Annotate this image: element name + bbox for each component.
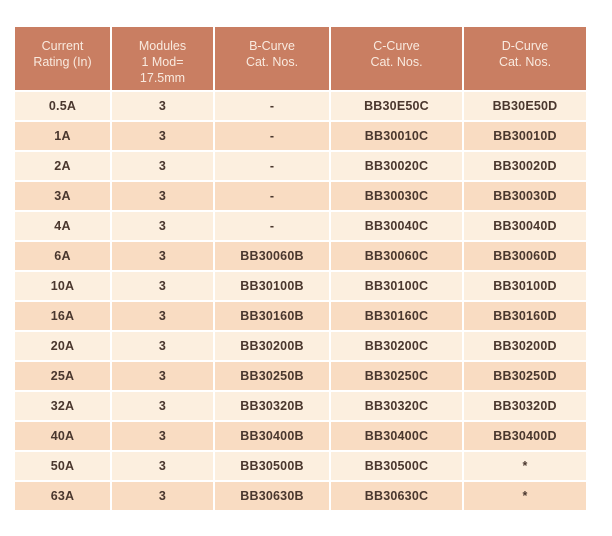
cell-b-curve: BB30200B xyxy=(215,332,329,360)
cell-c-curve: BB30500C xyxy=(331,452,462,480)
cell-current-rating: 4A xyxy=(15,212,110,240)
cell-d-curve: BB30160D xyxy=(464,302,586,330)
cell-modules: 3 xyxy=(112,302,213,330)
cell-current-rating: 1A xyxy=(15,122,110,150)
cell-current-rating: 2A xyxy=(15,152,110,180)
cell-d-curve: * xyxy=(464,482,586,510)
cell-b-curve: BB30160B xyxy=(215,302,329,330)
cell-d-curve: BB30250D xyxy=(464,362,586,390)
cell-current-rating: 20A xyxy=(15,332,110,360)
cell-d-curve: BB30E50D xyxy=(464,92,586,120)
cell-c-curve: BB30030C xyxy=(331,182,462,210)
cell-b-curve: BB30400B xyxy=(215,422,329,450)
cell-b-curve: - xyxy=(215,152,329,180)
cell-d-curve: BB30040D xyxy=(464,212,586,240)
cell-c-curve: BB30010C xyxy=(331,122,462,150)
cell-current-rating: 32A xyxy=(15,392,110,420)
cell-current-rating: 3A xyxy=(15,182,110,210)
cell-b-curve: BB30320B xyxy=(215,392,329,420)
header-b-curve: B-Curve Cat. Nos. xyxy=(215,27,329,90)
cell-c-curve: BB30320C xyxy=(331,392,462,420)
table-row: 16A 3 BB30160B BB30160C BB30160D xyxy=(15,302,586,330)
cell-d-curve: * xyxy=(464,452,586,480)
cell-c-curve: BB30E50C xyxy=(331,92,462,120)
cell-modules: 3 xyxy=(112,482,213,510)
cell-current-rating: 50A xyxy=(15,452,110,480)
cell-d-curve: BB30020D xyxy=(464,152,586,180)
cell-modules: 3 xyxy=(112,152,213,180)
cell-d-curve: BB30030D xyxy=(464,182,586,210)
header-d-curve: D-Curve Cat. Nos. xyxy=(464,27,586,90)
table-row: 63A 3 BB30630B BB30630C * xyxy=(15,482,586,510)
cell-d-curve: BB30010D xyxy=(464,122,586,150)
table-row: 1A 3 - BB30010C BB30010D xyxy=(15,122,586,150)
cell-modules: 3 xyxy=(112,272,213,300)
cell-modules: 3 xyxy=(112,332,213,360)
cell-d-curve: BB30320D xyxy=(464,392,586,420)
cell-c-curve: BB30020C xyxy=(331,152,462,180)
cell-c-curve: BB30160C xyxy=(331,302,462,330)
table-row: 6A 3 BB30060B BB30060C BB30060D xyxy=(15,242,586,270)
table-row: 4A 3 - BB30040C BB30040D xyxy=(15,212,586,240)
cell-modules: 3 xyxy=(112,92,213,120)
header-row: Current Rating (In) Modules 1 Mod= 17.5m… xyxy=(15,27,586,90)
cell-modules: 3 xyxy=(112,452,213,480)
cell-b-curve: - xyxy=(215,182,329,210)
cell-c-curve: BB30060C xyxy=(331,242,462,270)
cell-b-curve: - xyxy=(215,92,329,120)
cell-modules: 3 xyxy=(112,182,213,210)
cell-d-curve: BB30200D xyxy=(464,332,586,360)
cell-current-rating: 16A xyxy=(15,302,110,330)
cell-d-curve: BB30100D xyxy=(464,272,586,300)
table-row: 10A 3 BB30100B BB30100C BB30100D xyxy=(15,272,586,300)
cell-modules: 3 xyxy=(112,122,213,150)
cell-c-curve: BB30100C xyxy=(331,272,462,300)
cell-modules: 3 xyxy=(112,212,213,240)
table-row: 40A 3 BB30400B BB30400C BB30400D xyxy=(15,422,586,450)
table-row: 50A 3 BB30500B BB30500C * xyxy=(15,452,586,480)
cell-modules: 3 xyxy=(112,392,213,420)
table-row: 20A 3 BB30200B BB30200C BB30200D xyxy=(15,332,586,360)
table-row: 3A 3 - BB30030C BB30030D xyxy=(15,182,586,210)
table-row: 32A 3 BB30320B BB30320C BB30320D xyxy=(15,392,586,420)
cell-d-curve: BB30400D xyxy=(464,422,586,450)
cell-b-curve: - xyxy=(215,212,329,240)
cell-current-rating: 10A xyxy=(15,272,110,300)
cell-c-curve: BB30630C xyxy=(331,482,462,510)
catalog-table-container: Current Rating (In) Modules 1 Mod= 17.5m… xyxy=(13,25,588,512)
cell-c-curve: BB30200C xyxy=(331,332,462,360)
cell-current-rating: 40A xyxy=(15,422,110,450)
mcb-catalog-table: Current Rating (In) Modules 1 Mod= 17.5m… xyxy=(13,25,588,512)
cell-b-curve: BB30500B xyxy=(215,452,329,480)
cell-c-curve: BB30400C xyxy=(331,422,462,450)
cell-b-curve: BB30630B xyxy=(215,482,329,510)
cell-modules: 3 xyxy=(112,242,213,270)
cell-current-rating: 6A xyxy=(15,242,110,270)
cell-c-curve: BB30250C xyxy=(331,362,462,390)
header-modules: Modules 1 Mod= 17.5mm xyxy=(112,27,213,90)
cell-modules: 3 xyxy=(112,422,213,450)
cell-c-curve: BB30040C xyxy=(331,212,462,240)
cell-d-curve: BB30060D xyxy=(464,242,586,270)
cell-b-curve: BB30100B xyxy=(215,272,329,300)
cell-b-curve: BB30250B xyxy=(215,362,329,390)
table-body: 0.5A 3 - BB30E50C BB30E50D 1A 3 - BB3001… xyxy=(15,92,586,510)
table-row: 25A 3 BB30250B BB30250C BB30250D xyxy=(15,362,586,390)
cell-b-curve: - xyxy=(215,122,329,150)
cell-current-rating: 25A xyxy=(15,362,110,390)
header-c-curve: C-Curve Cat. Nos. xyxy=(331,27,462,90)
header-current-rating: Current Rating (In) xyxy=(15,27,110,90)
cell-current-rating: 63A xyxy=(15,482,110,510)
cell-modules: 3 xyxy=(112,362,213,390)
cell-current-rating: 0.5A xyxy=(15,92,110,120)
table-row: 0.5A 3 - BB30E50C BB30E50D xyxy=(15,92,586,120)
table-row: 2A 3 - BB30020C BB30020D xyxy=(15,152,586,180)
cell-b-curve: BB30060B xyxy=(215,242,329,270)
